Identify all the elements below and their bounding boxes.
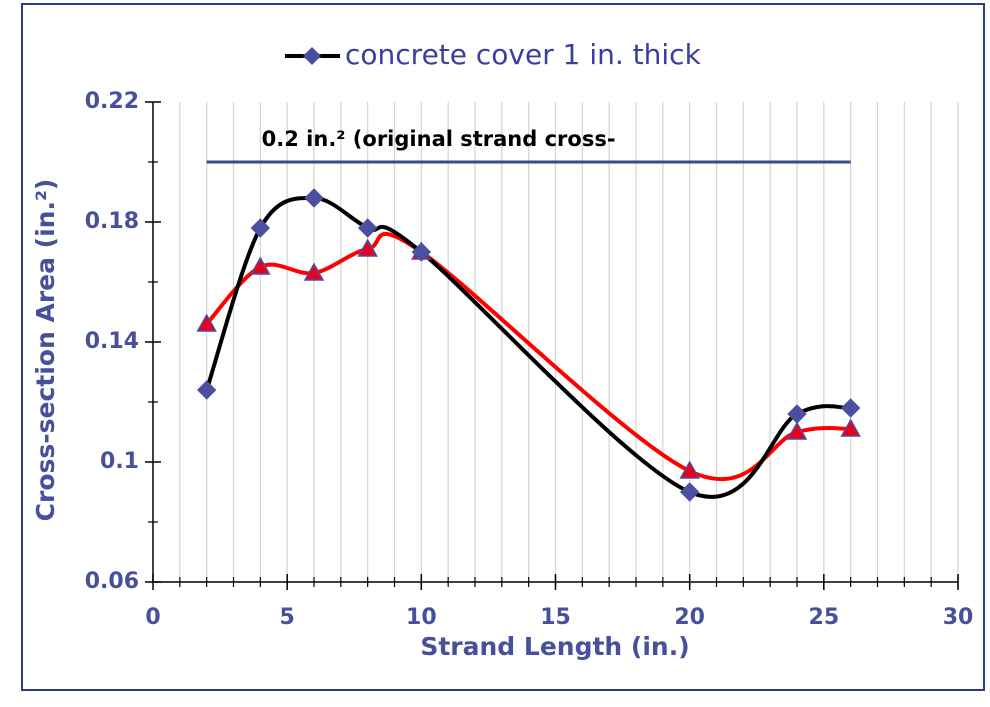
y-tick-label: 0.22 [85,89,139,114]
triangle-marker [840,418,861,437]
triangle-marker [786,421,808,440]
y-tick-label: 0.18 [85,209,139,234]
x-tick-label: 30 [943,605,974,630]
legend-marker [303,47,321,65]
legend-text: concrete cover 1 in. thick [345,38,702,71]
x-tick-label: 25 [809,605,840,630]
triangle-marker [196,313,217,332]
x-tick-label: 5 [280,605,295,630]
diamond-marker [411,242,432,262]
grid [179,102,959,587]
triangle-marker [303,262,325,281]
diamond-marker [357,218,378,238]
y-tick-label: 0.06 [85,569,139,594]
triangle-marker [679,460,700,479]
diamond-marker [304,188,324,208]
diamond-marker [196,380,217,400]
triangle-marker [357,238,378,257]
diamond-marker [840,398,861,418]
x-tick-label: 15 [540,605,571,630]
diamond-marker [787,404,807,424]
y-tick-label: 0.1 [100,449,139,474]
x-axis-title: Strand Length (in.) [420,632,689,661]
y-tick-label: 0.14 [85,329,139,354]
x-tick-label: 10 [406,605,437,630]
x-tick-label: 0 [145,605,160,630]
chart-frame [21,3,985,691]
y-axis-title: Cross-section Area (in.²) [31,179,60,522]
diamond-marker [250,218,271,238]
diamond-marker [679,482,700,502]
annotation-text: 0.2 in.² (original strand cross- [262,127,616,151]
x-tick-label: 20 [674,605,705,630]
triangle-marker [250,256,271,275]
plot [196,188,861,502]
